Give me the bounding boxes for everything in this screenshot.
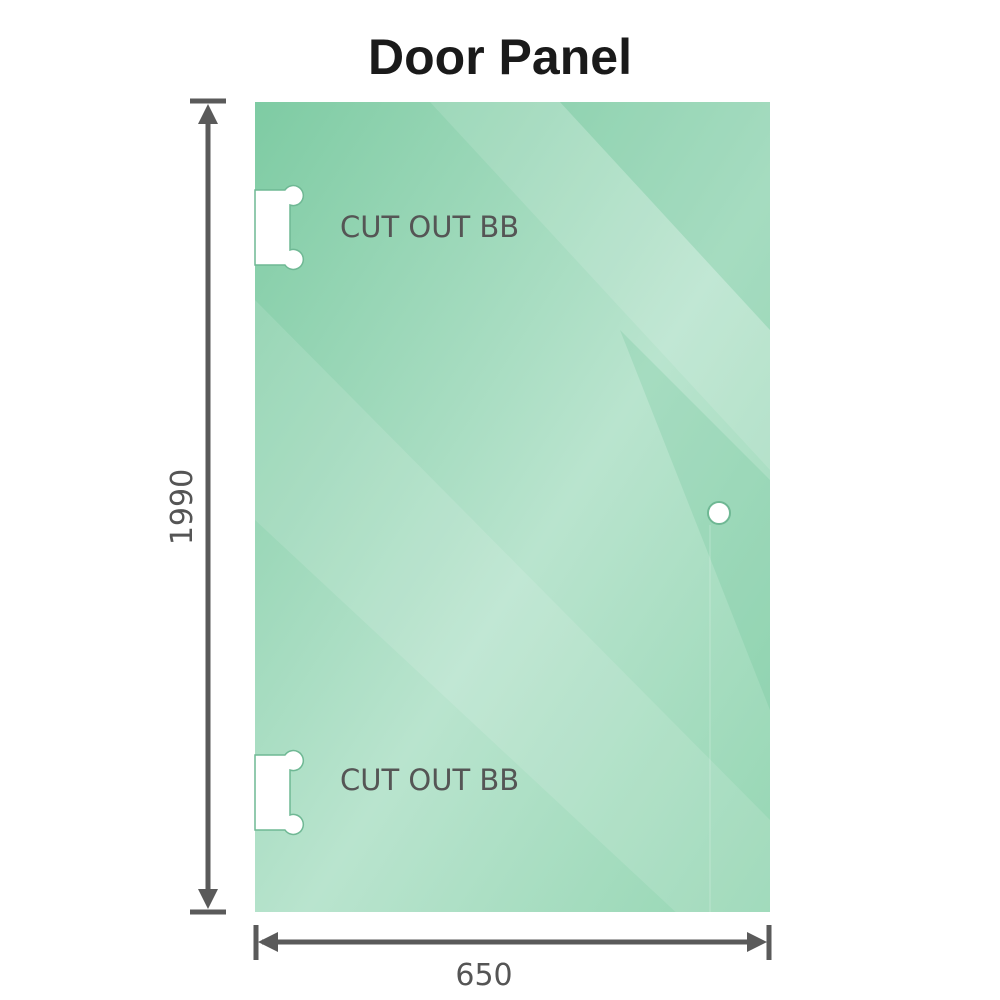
cutout-top — [254, 184, 305, 271]
cutout-bottom — [254, 749, 305, 836]
height-dimension-line — [190, 98, 226, 915]
cutout-label-bottom: CUT OUT BB — [340, 763, 519, 797]
diagram-title: Door Panel — [368, 29, 632, 85]
cutout-label-top: CUT OUT BB — [340, 210, 519, 244]
glass-panel — [255, 102, 770, 912]
height-label: 1990 — [165, 469, 200, 545]
handle-hole — [707, 501, 731, 525]
width-dimension-line — [253, 925, 772, 960]
width-label: 650 — [455, 958, 512, 993]
